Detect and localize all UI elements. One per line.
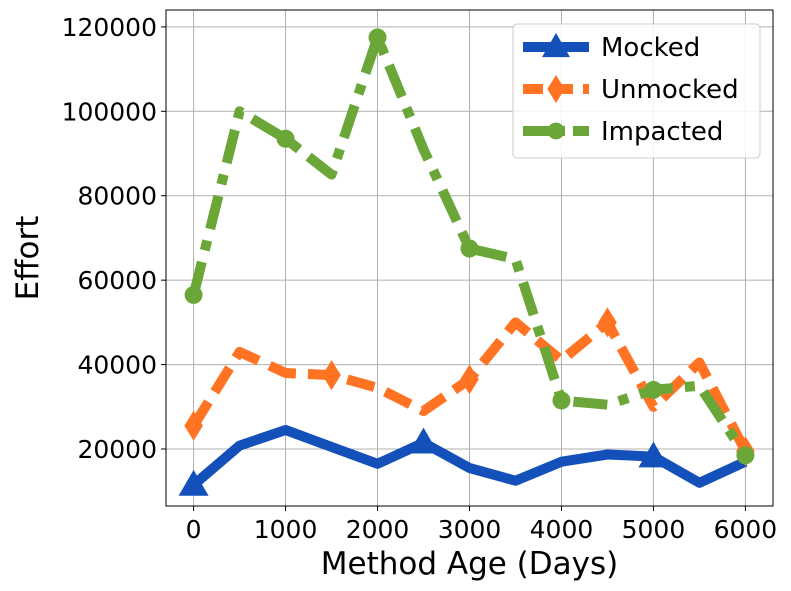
marker-unmocked	[460, 364, 479, 395]
marker-impacted	[368, 28, 387, 47]
y-tick-label: 80000	[77, 182, 157, 211]
legend-label-mocked: Mocked	[601, 33, 700, 63]
x-tick-label: 6000	[714, 515, 778, 544]
marker-impacted	[644, 380, 663, 399]
x-tick-label: 4000	[530, 515, 594, 544]
x-tick-label: 0	[186, 515, 202, 544]
marker-unmocked	[184, 410, 203, 441]
marker-unmocked	[322, 360, 341, 391]
y-tick-label: 100000	[62, 97, 157, 126]
legend-label-unmocked: Unmocked	[601, 75, 739, 105]
y-tick-label: 60000	[77, 266, 157, 295]
y-axis-label: Effort	[10, 216, 46, 301]
marker-unmocked	[598, 307, 617, 338]
legend-marker-mocked	[542, 33, 570, 58]
x-tick-label: 5000	[622, 515, 686, 544]
x-tick-label: 1000	[254, 515, 318, 544]
marker-mocked	[638, 441, 669, 468]
marker-mocked	[408, 427, 439, 454]
legend-marker-impacted	[547, 122, 565, 140]
y-tick-label: 120000	[62, 13, 157, 42]
y-axis-ticks: 20000 40000 60000 80000 100000 120000	[62, 13, 166, 464]
y-tick-label: 20000	[77, 435, 157, 464]
marker-impacted	[552, 391, 571, 410]
marker-impacted	[736, 446, 755, 465]
x-tick-label: 2000	[346, 515, 410, 544]
legend-marker-unmocked	[547, 75, 565, 103]
y-tick-label: 40000	[77, 351, 157, 380]
series-markers	[178, 28, 755, 496]
x-tick-label: 3000	[438, 515, 502, 544]
marker-mocked	[178, 469, 209, 496]
legend-label-impacted: Impacted	[601, 117, 723, 147]
marker-impacted	[460, 239, 479, 258]
x-axis-ticks: 0 1000 2000 3000 4000 5000 6000	[186, 506, 778, 544]
legend-box	[512, 23, 761, 159]
marker-impacted	[276, 129, 295, 148]
legend: Mocked Unmocked Impacted	[512, 23, 761, 159]
marker-impacted	[184, 285, 203, 304]
x-axis-label: Method Age (Days)	[321, 546, 618, 582]
